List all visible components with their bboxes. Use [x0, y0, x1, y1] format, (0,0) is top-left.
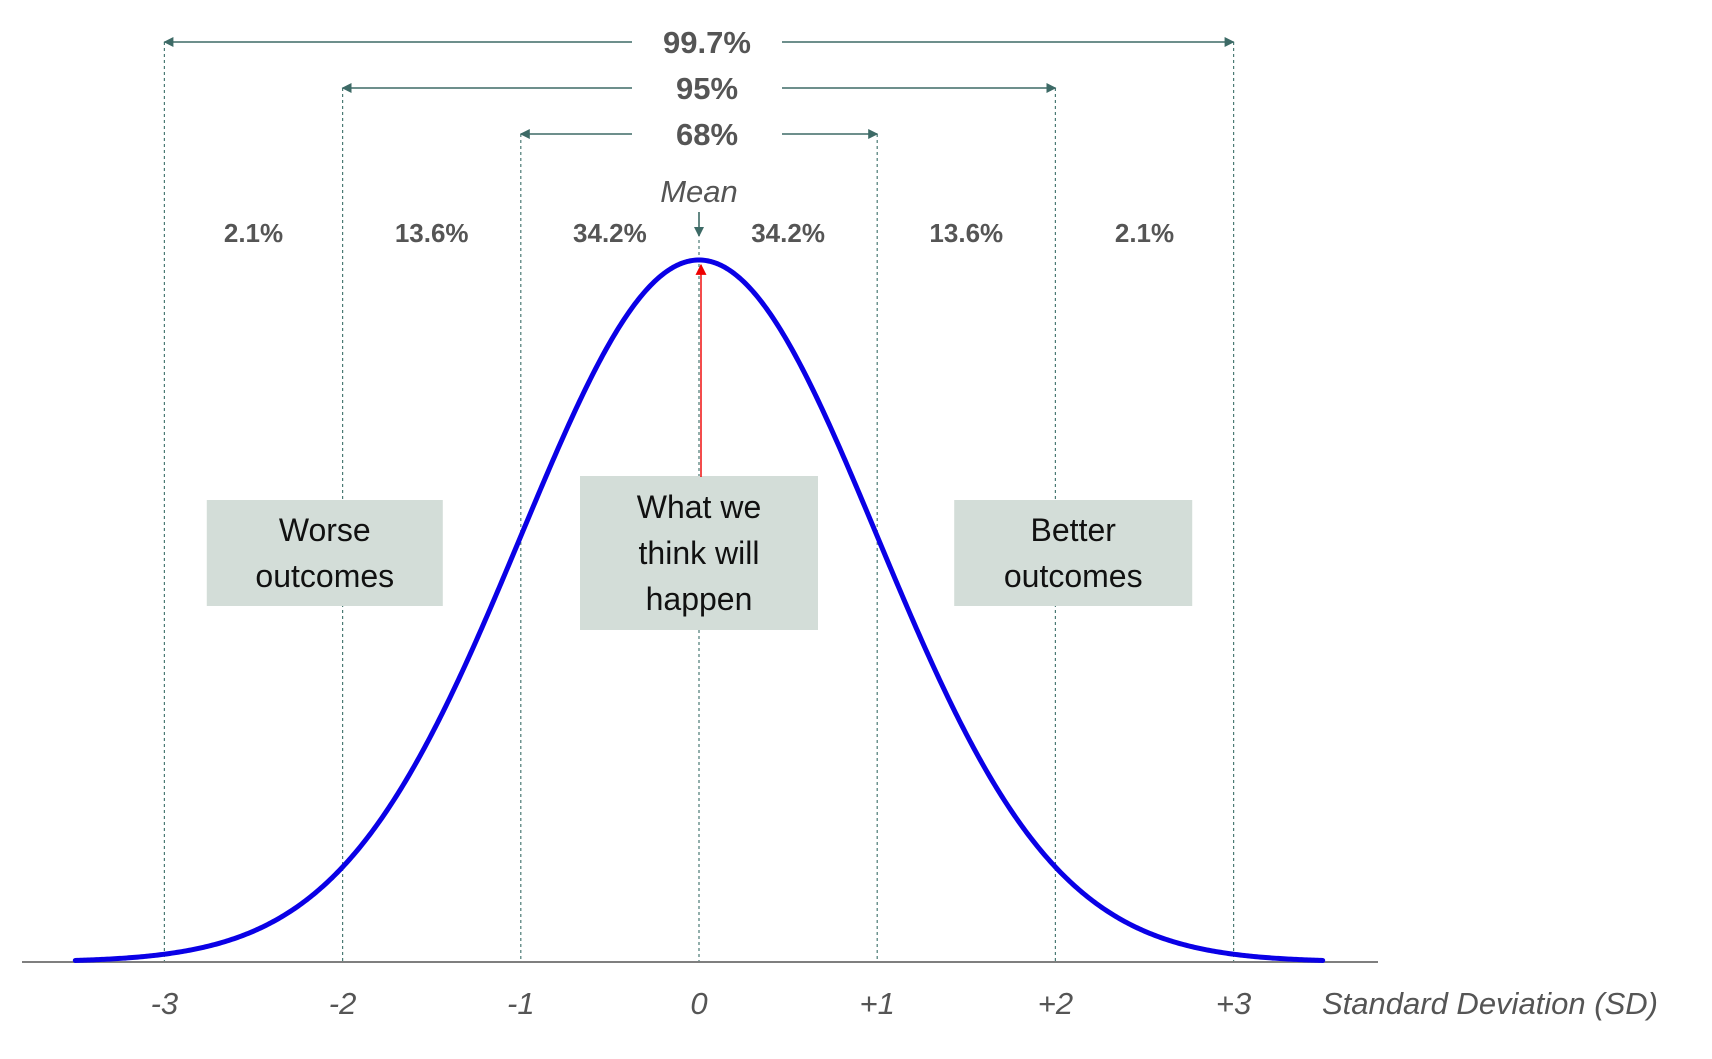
x-tick-label: +1: [860, 986, 895, 1021]
segment-percentage-label: 13.6%: [929, 218, 1003, 248]
annotation-box: What we think will happen: [580, 476, 818, 630]
range-label: 95%: [676, 71, 738, 106]
segment-percentage-label: 13.6%: [395, 218, 469, 248]
segment-percentage-label: 2.1%: [1115, 218, 1174, 248]
range-label: 68%: [676, 117, 738, 152]
segment-percentage-label: 2.1%: [224, 218, 283, 248]
annotation-boxes: Worse outcomes What we think will happen Bett…: [206, 476, 1193, 630]
segment-percentage-label: 34.2%: [573, 218, 647, 248]
annotation-box-text: outcomes: [1004, 558, 1143, 594]
range-label: 99.7%: [663, 25, 751, 60]
x-axis: -3 -2 -1 0 +1 +2 +3: [22, 961, 1378, 1021]
range-brackets: 99.7% 95% 68%: [163, 25, 1235, 152]
normal-curve: [72, 257, 1326, 963]
annotation-box-text: Worse: [279, 512, 371, 548]
range-bracket: 99.7%: [163, 25, 1235, 60]
x-axis-title: Standard Deviation (SD): [1322, 986, 1658, 1021]
x-tick-label: -2: [329, 986, 357, 1021]
mean-label: Mean: [660, 174, 738, 209]
curve-layer: [72, 257, 1326, 963]
mean-marker: Mean: [660, 174, 738, 477]
range-bracket: 95%: [341, 71, 1057, 106]
x-tick-label: -3: [151, 986, 179, 1021]
annotation-box-text: Better: [1031, 512, 1117, 548]
annotation-box-background: [206, 500, 443, 606]
annotation-box-text: think will: [639, 535, 760, 571]
annotation-box: Worse outcomes: [206, 500, 443, 606]
annotation-box-background: [954, 500, 1193, 606]
annotation-box-text: outcomes: [255, 558, 394, 594]
segment-percentage-label: 34.2%: [751, 218, 825, 248]
x-tick-label: +2: [1038, 986, 1073, 1021]
x-tick-label: 0: [690, 986, 707, 1021]
annotation-box-background: [580, 476, 818, 630]
x-tick-label: +3: [1216, 986, 1251, 1021]
segment-percentages: 2.1% 13.6% 34.2% 34.2% 13.6% 2.1%: [224, 218, 1174, 248]
range-bracket: 68%: [519, 117, 879, 152]
annotation-box: Better outcomes: [954, 500, 1193, 606]
annotation-box-text: What we: [637, 489, 761, 525]
x-tick-label: -1: [507, 986, 535, 1021]
annotation-box-text: happen: [646, 581, 753, 617]
